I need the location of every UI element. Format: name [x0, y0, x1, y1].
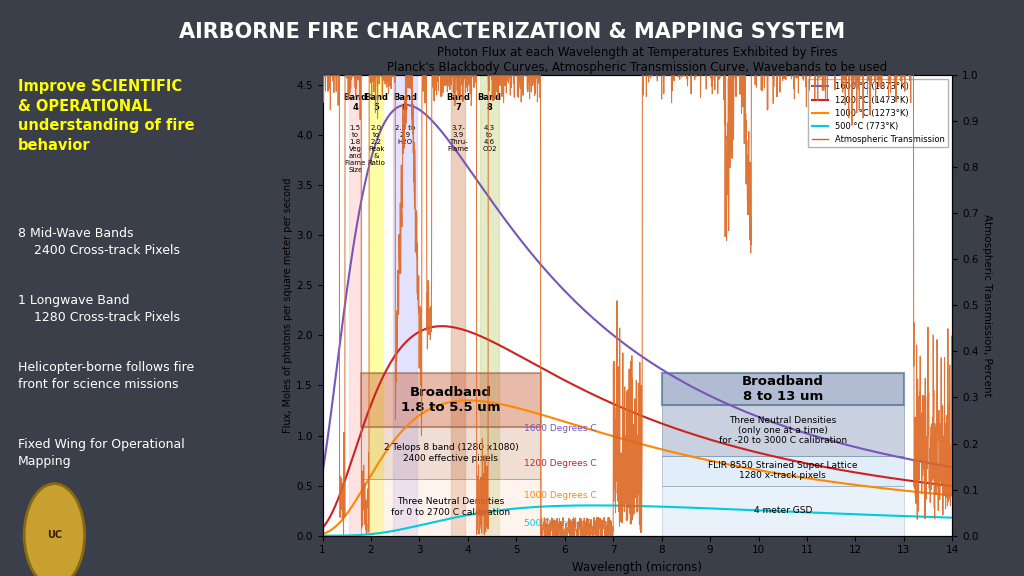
Text: Three Neutral Densities
(only one at a time)
for -20 to 3000 C calibration: Three Neutral Densities (only one at a t… [719, 416, 847, 445]
Text: Helicopter-borne follows fire
front for science missions: Helicopter-borne follows fire front for … [18, 361, 195, 391]
Text: FLIR 8550 Strained Super Lattice
1280 x-track pixels: FLIR 8550 Strained Super Lattice 1280 x-… [708, 461, 857, 480]
Text: 2.5 to
2.9
H2O: 2.5 to 2.9 H2O [395, 125, 415, 145]
Bar [361, 427, 541, 479]
Text: 1.5
to
1.8
Veg
and
Flame
Size: 1.5 to 1.8 Veg and Flame Size [345, 125, 366, 173]
X-axis label: Wavelength (microns): Wavelength (microns) [572, 561, 702, 574]
Y-axis label: Atmospheric Transmission, Percent: Atmospheric Transmission, Percent [982, 214, 992, 397]
Text: 500 Degrees C: 500 Degrees C [523, 518, 591, 528]
Bar [662, 456, 904, 486]
Bar [361, 373, 541, 427]
Text: Fixed Wing for Operational
Mapping: Fixed Wing for Operational Mapping [18, 438, 185, 468]
Text: 1000 Degrees C: 1000 Degrees C [523, 491, 596, 499]
Text: Three Neutral Densities
for 0 to 2700 C calibration: Three Neutral Densities for 0 to 2700 C … [391, 498, 511, 517]
Title: Photon Flux at each Wavelength at Temperatures Exhibited by Fires
Planck's Black: Photon Flux at each Wavelength at Temper… [387, 46, 888, 74]
Bar [662, 373, 904, 406]
Text: Band
6: Band 6 [393, 93, 417, 112]
Text: 8 Mid-Wave Bands
    2400 Cross-track Pixels: 8 Mid-Wave Bands 2400 Cross-track Pixels [18, 228, 180, 257]
Text: UC: UC [47, 530, 61, 540]
Bar [349, 75, 361, 536]
Circle shape [25, 484, 85, 576]
Text: Broadband
1.8 to 5.5 um: Broadband 1.8 to 5.5 um [401, 386, 501, 415]
Text: Band
4: Band 4 [343, 93, 368, 112]
Text: 3.7-
3.9
Thru-
Flame: 3.7- 3.9 Thru- Flame [447, 125, 469, 152]
Text: 2.0
to
2.2
Peak
&
Ratio: 2.0 to 2.2 Peak & Ratio [368, 125, 385, 166]
Text: 1200 Degrees C: 1200 Degrees C [523, 458, 596, 468]
Bar [361, 479, 541, 536]
Text: 1600 Degrees C: 1600 Degrees C [523, 425, 596, 434]
Legend: 1600 °C (1873°K), 1200 °C (1473°K), 1000 °C (1273°K), 500 °C (773°K), Atmospheri: 1600 °C (1873°K), 1200 °C (1473°K), 1000… [808, 79, 948, 147]
Bar [662, 406, 904, 456]
Text: AIRBORNE FIRE CHARACTERIZATION & MAPPING SYSTEM: AIRBORNE FIRE CHARACTERIZATION & MAPPING… [179, 22, 845, 41]
Text: Band
5: Band 5 [365, 93, 388, 112]
Text: 1 Longwave Band
    1280 Cross-track Pixels: 1 Longwave Band 1280 Cross-track Pixels [18, 294, 180, 324]
Text: Band
8: Band 8 [477, 93, 502, 112]
Bar [451, 75, 466, 536]
Text: Band
7: Band 7 [446, 93, 470, 112]
Bar [480, 75, 500, 536]
Bar [370, 75, 383, 536]
Text: Broadband
8 to 13 um: Broadband 8 to 13 um [741, 376, 823, 403]
Bar [662, 486, 904, 536]
Bar [393, 75, 417, 536]
Text: Improve SCIENTIFIC
& OPERATIONAL
understanding of fire
behavior: Improve SCIENTIFIC & OPERATIONAL underst… [18, 79, 195, 153]
Text: 4.3
to
4.6
CO2: 4.3 to 4.6 CO2 [482, 125, 497, 152]
Y-axis label: Flux, Moles of photons per square meter per second: Flux, Moles of photons per square meter … [284, 177, 294, 433]
Text: 4 meter GSD: 4 meter GSD [754, 506, 812, 515]
Text: 2 Telops 8 band (1280 x1080)
2400 effective pixels: 2 Telops 8 band (1280 x1080) 2400 effect… [384, 444, 518, 463]
